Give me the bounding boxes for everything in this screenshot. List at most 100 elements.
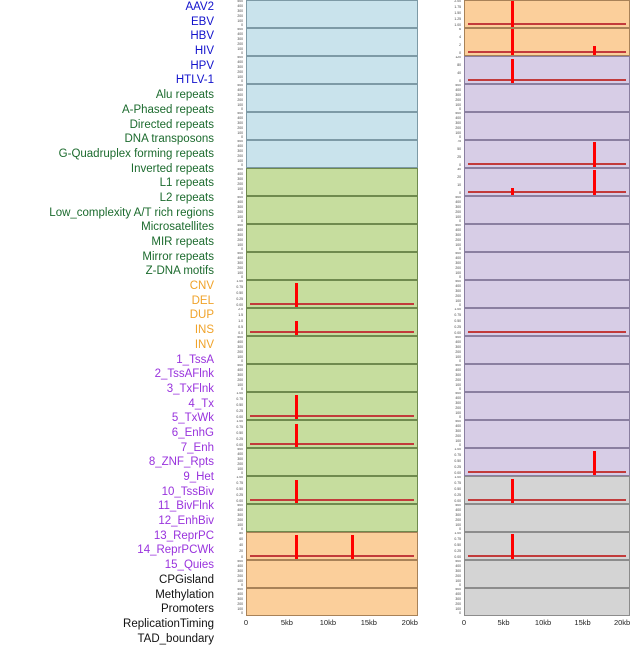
y-axis-ticks: 500 400 300 200 100 0 [237, 588, 243, 616]
y-axis-ticks: 500 400 300 200 100 0 [455, 560, 461, 588]
baseline-trace [468, 51, 626, 53]
track-panel: 500 400 300 200 100 0 [222, 448, 418, 476]
track-panel: 500 400 300 200 100 0 [222, 196, 418, 224]
track-plot-area [464, 532, 630, 560]
track-label-sv: INV [194, 338, 214, 351]
y-axis-ticks: 80 60 40 20 0 [239, 532, 243, 560]
y-axis-ticks: 75 50 25 0 [457, 140, 461, 168]
x-axis-tick-label: 20kb [401, 618, 418, 627]
track-plot-area [246, 336, 418, 364]
track-plot-area [464, 448, 630, 476]
track-plot-area [246, 448, 418, 476]
track-label-virus: HIV [194, 45, 214, 58]
x-axis-tick-label: 20kb [613, 618, 630, 627]
track-panel: 500 400 300 200 100 0 [440, 420, 630, 448]
track-panel: 500 400 300 200 100 0 [222, 56, 418, 84]
y-axis-ticks: 500 400 300 200 100 0 [455, 224, 461, 252]
track-label-epigenetic: Methylation [155, 588, 214, 601]
track-plot-area [246, 364, 418, 392]
track-panel: 500 400 300 200 100 0 [222, 112, 418, 140]
track-panel: 80 60 40 20 0 [222, 532, 418, 560]
y-axis-ticks: 500 400 300 200 100 0 [237, 560, 243, 588]
track-label-epigenetic: ReplicationTiming [123, 617, 214, 630]
baseline-trace [250, 331, 414, 333]
y-axis-ticks: 500 400 300 200 100 0 [237, 0, 243, 28]
data-spike [510, 534, 514, 559]
y-axis-ticks: 500 400 300 200 100 0 [455, 196, 461, 224]
track-panel: 1.00 0.75 0.50 0.25 0.00 [222, 280, 418, 308]
baseline-trace [468, 499, 626, 501]
track-label-chromhmm: 3_TxFlnk [166, 382, 214, 395]
x-axis-tick-label: 15kb [574, 618, 591, 627]
data-spike [510, 58, 514, 83]
track-label-epigenetic: TAD_boundary [137, 632, 215, 645]
y-axis-ticks: 1.00 0.75 0.50 0.25 0.00 [454, 448, 461, 476]
track-plot-area [464, 588, 630, 616]
data-spike [295, 321, 299, 335]
track-label-column: AAV2 EBV HBV HIV HPV HTLV-1 Alu repeats A-Phase… [0, 0, 218, 645]
track-panel: 500 400 300 200 100 0 [440, 560, 630, 588]
track-panel: 2.00 1.75 1.50 1.25 1.00 [440, 0, 630, 28]
track-panel: 1.00 0.75 0.50 0.25 0.00 [222, 392, 418, 420]
track-panel: 75 50 25 0 [440, 140, 630, 168]
track-plot-area [464, 280, 630, 308]
track-plot-area [464, 112, 630, 140]
y-axis-ticks: 500 400 300 200 100 0 [237, 168, 243, 196]
y-axis-ticks: 500 400 300 200 100 0 [455, 252, 461, 280]
y-axis-ticks: 500 400 300 200 100 0 [455, 112, 461, 140]
track-label-epigenetic: CPGisland [159, 573, 214, 586]
y-axis-ticks: 500 400 300 200 100 0 [237, 112, 243, 140]
baseline-trace [468, 23, 626, 25]
track-label-sv: DUP [189, 309, 214, 322]
track-plot-area [464, 196, 630, 224]
track-panel: 500 400 300 200 100 0 [222, 0, 418, 28]
track-panel: 500 400 300 200 100 0 [222, 364, 418, 392]
data-spike [510, 188, 514, 195]
track-panel: 500 400 300 200 100 0 [222, 504, 418, 532]
track-plot-area [246, 308, 418, 336]
data-spike [592, 46, 596, 55]
data-spike [510, 1, 514, 27]
track-label-repeat: MIR repeats [151, 236, 214, 248]
track-plot-area [246, 224, 418, 252]
track-plot-area [464, 28, 630, 56]
data-spike [592, 142, 596, 167]
track-plot-area [464, 392, 630, 420]
y-axis-ticks: 500 400 300 200 100 0 [237, 196, 243, 224]
track-label-virus: HBV [190, 30, 214, 43]
baseline-trace [250, 555, 414, 557]
track-plot-area [246, 420, 418, 448]
track-plot-area [464, 308, 630, 336]
data-spike [510, 29, 514, 55]
y-axis-ticks: 500 400 300 200 100 0 [237, 56, 243, 84]
track-plot-area [464, 84, 630, 112]
x-axis-tick-label: 5kb [497, 618, 510, 627]
track-panel: 500 400 300 200 100 0 [440, 252, 630, 280]
baseline-trace [468, 191, 626, 193]
track-plot-area [464, 420, 630, 448]
track-panel: 30 20 10 0 [440, 168, 630, 196]
track-plot-area [246, 140, 418, 168]
track-plot-area [246, 280, 418, 308]
track-plot-area [464, 56, 630, 84]
y-axis-ticks: 1.00 0.75 0.50 0.25 0.00 [236, 476, 243, 504]
track-panel: 500 400 300 200 100 0 [222, 84, 418, 112]
track-label-repeat: A-Phased repeats [121, 103, 214, 116]
baseline-trace [250, 443, 414, 445]
track-label-repeat: L2 repeats [159, 191, 214, 204]
y-axis-ticks: 2.00 1.75 1.50 1.25 1.00 [454, 0, 461, 28]
track-label-chromhmm: 11_BivFlnk [157, 500, 214, 513]
x-axis-left: 0 5kb 10kb 15kb 20kb [244, 616, 418, 630]
y-axis-ticks: 1.00 0.75 0.50 0.25 0.00 [236, 280, 243, 308]
track-plot-area [464, 336, 630, 364]
track-label-chromhmm: 6_EnhG [171, 426, 214, 439]
y-axis-ticks: 500 400 300 200 100 0 [237, 84, 243, 112]
y-axis-ticks: 500 400 300 200 100 0 [455, 364, 461, 392]
track-label-chromhmm: 12_EnhBiv [158, 515, 214, 528]
track-panel: 1.00 0.75 0.50 0.25 0.00 [440, 448, 630, 476]
track-label-sv: INS [194, 324, 214, 337]
y-axis-ticks: 500 400 300 200 100 0 [455, 588, 461, 616]
track-label-virus: HTLV-1 [175, 74, 214, 87]
track-panel: 500 400 300 200 100 0 [440, 504, 630, 532]
